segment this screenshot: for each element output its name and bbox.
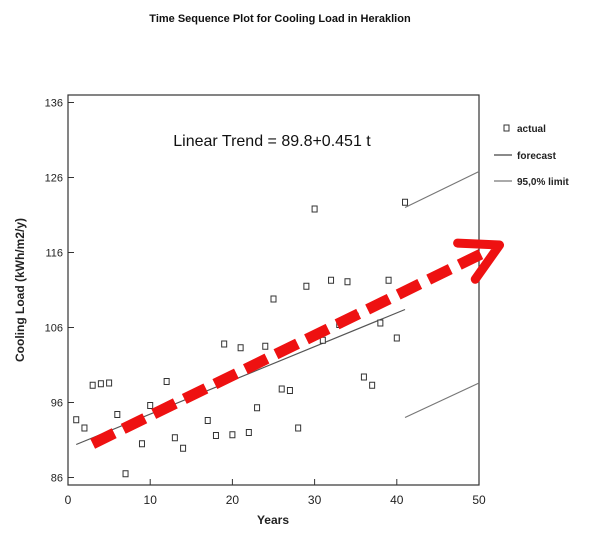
y-tick-label: 136 <box>45 98 63 110</box>
chart-title: Time Sequence Plot for Cooling Load in H… <box>149 13 411 25</box>
trend-arrow <box>90 238 505 449</box>
y-tick-label: 116 <box>45 248 63 260</box>
data-point <box>122 470 129 478</box>
data-point <box>221 340 228 348</box>
data-point <box>254 404 261 412</box>
x-tick-label: 40 <box>390 493 404 507</box>
y-tick-label: 106 <box>45 323 63 335</box>
data-point <box>204 417 211 424</box>
data-point <box>369 381 376 389</box>
data-point <box>180 444 187 452</box>
y-axis-label: Cooling Load (kWh/m2/y) <box>13 218 27 362</box>
x-tick-label: 10 <box>144 493 158 507</box>
data-point <box>106 379 113 387</box>
x-tick-label: 50 <box>472 493 486 507</box>
data-point <box>360 373 367 381</box>
trend-annotation: Linear Trend = 89.8+0.451 t <box>173 133 371 150</box>
x-axis-label: Years <box>257 513 289 527</box>
arrow-shaft <box>90 246 490 449</box>
upper-limit-line <box>404 170 480 209</box>
data-point <box>229 431 236 439</box>
plot-frame <box>67 94 480 486</box>
data-point <box>245 429 252 436</box>
x-tick-label: 20 <box>226 493 240 507</box>
data-point <box>311 205 318 213</box>
data-point <box>402 198 409 206</box>
data-point <box>262 342 269 350</box>
legend-actual-marker <box>503 124 510 132</box>
x-tick-label: 0 <box>65 493 72 507</box>
data-point <box>270 295 277 303</box>
lower-limit-line <box>404 382 480 419</box>
data-point <box>237 344 244 352</box>
arrow-head <box>453 238 505 284</box>
data-point <box>303 282 310 290</box>
data-point <box>278 385 285 393</box>
data-point <box>89 381 96 389</box>
data-point <box>147 402 154 409</box>
limit-lines <box>404 170 480 419</box>
y-tick-label: 96 <box>51 398 63 410</box>
data-point <box>114 411 121 418</box>
data-point <box>377 319 384 327</box>
data-point <box>73 416 80 424</box>
data-point <box>138 440 145 448</box>
legend-actual-label: actual <box>517 124 546 135</box>
data-point <box>171 434 178 442</box>
data-point <box>286 387 293 394</box>
data-point <box>212 432 219 439</box>
data-point <box>97 380 104 388</box>
data-point <box>393 334 400 342</box>
data-point <box>328 276 335 284</box>
y-tick-label: 126 <box>45 173 63 185</box>
data-point <box>344 278 351 286</box>
actual-points <box>73 198 409 478</box>
x-tick-label: 30 <box>308 493 322 507</box>
data-point <box>295 424 302 432</box>
y-tick-label: 86 <box>51 473 63 485</box>
data-point <box>163 378 170 385</box>
legend: actual forecast 95,0% limit <box>494 124 569 188</box>
axis-ticks: 0 10 20 30 40 50 86 96 106 116 126 136 <box>45 98 486 508</box>
data-point <box>81 424 88 432</box>
legend-forecast-label: forecast <box>517 151 557 162</box>
data-point <box>385 276 392 284</box>
legend-limit-label: 95,0% limit <box>517 177 569 188</box>
